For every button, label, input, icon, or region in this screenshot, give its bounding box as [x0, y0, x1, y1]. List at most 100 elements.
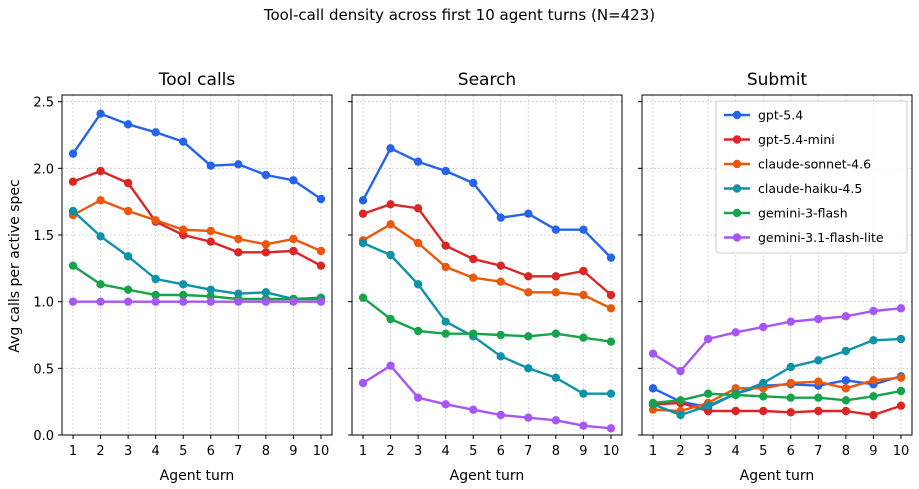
- data-point: [579, 225, 588, 234]
- data-point: [289, 297, 298, 306]
- data-point: [496, 410, 505, 420]
- data-point: [96, 109, 105, 118]
- data-point: [524, 364, 533, 373]
- data-point: [316, 297, 326, 306]
- data-point: [676, 396, 685, 405]
- data-point: [606, 253, 616, 262]
- x-tick-label: 6: [497, 444, 505, 459]
- data-point: [869, 376, 878, 385]
- legend-swatch-marker: [732, 135, 742, 144]
- data-point: [123, 297, 133, 306]
- figure-title: Tool-call density across first 10 agent …: [263, 6, 655, 24]
- data-point: [841, 396, 851, 405]
- data-point: [316, 246, 326, 256]
- data-point: [316, 194, 326, 204]
- data-point: [441, 317, 450, 326]
- data-point: [179, 137, 188, 146]
- x-tick-label: 4: [732, 444, 740, 459]
- data-point: [524, 209, 533, 218]
- x-tick-label: 10: [893, 444, 910, 459]
- series-line: [362, 241, 611, 395]
- data-point: [869, 306, 878, 316]
- y-tick-label: 0.5: [33, 362, 54, 377]
- data-point: [234, 297, 243, 306]
- legend-label: gemini-3.1-flash-lite: [758, 230, 884, 245]
- data-point: [358, 209, 368, 218]
- data-point: [151, 297, 160, 306]
- data-point: [68, 297, 78, 306]
- data-point: [896, 334, 906, 344]
- data-point: [413, 157, 423, 166]
- legend-box: [715, 100, 908, 254]
- data-point: [551, 272, 561, 281]
- x-tick-label: 8: [842, 444, 850, 459]
- x-tick-label: 2: [386, 444, 394, 459]
- data-point: [386, 361, 395, 370]
- plot-area-search: 1 2 3 4 5 6 7 8 9 10: [348, 94, 623, 459]
- data-point: [386, 144, 395, 153]
- data-point: [648, 398, 658, 408]
- data-point: [261, 240, 271, 249]
- data-point: [413, 280, 423, 289]
- data-point: [261, 288, 271, 297]
- data-point: [786, 408, 795, 417]
- data-point: [496, 330, 505, 340]
- data-point: [896, 386, 906, 396]
- data-point: [469, 178, 478, 188]
- data-point: [896, 304, 906, 313]
- series-line: [72, 169, 322, 267]
- data-point: [96, 280, 105, 289]
- data-point: [261, 170, 271, 180]
- x-tick-label: 1: [69, 444, 77, 459]
- series-line: [72, 112, 322, 200]
- data-point: [869, 392, 878, 401]
- data-point: [358, 196, 368, 205]
- x-axis-label: Agent turn: [740, 468, 815, 484]
- data-point: [441, 241, 450, 250]
- data-point: [731, 390, 740, 400]
- data-point: [579, 333, 588, 342]
- data-point: [703, 401, 713, 410]
- data-point: [814, 406, 823, 416]
- series-line: [362, 203, 612, 296]
- data-point: [896, 401, 906, 410]
- data-point: [524, 413, 533, 422]
- data-point: [413, 326, 423, 336]
- data-point: [703, 389, 713, 398]
- plot-frame: [351, 94, 623, 436]
- data-point: [386, 220, 395, 229]
- data-point: [606, 290, 616, 300]
- data-point: [814, 356, 823, 365]
- data-point: [469, 273, 478, 282]
- data-point: [759, 378, 768, 388]
- data-point: [496, 261, 505, 270]
- data-point: [441, 400, 450, 409]
- legend-swatch-marker: [732, 110, 742, 120]
- data-point: [261, 248, 271, 257]
- data-point: [786, 317, 795, 326]
- data-point: [123, 120, 133, 129]
- x-tick-label: 7: [814, 444, 822, 459]
- series-line: [362, 296, 612, 343]
- data-point: [289, 176, 298, 185]
- data-point: [358, 293, 368, 302]
- x-tick-label: 10: [603, 444, 620, 459]
- data-point: [648, 349, 658, 358]
- data-point: [551, 288, 561, 297]
- data-point: [123, 178, 133, 188]
- data-point: [731, 406, 740, 416]
- data-point: [606, 424, 616, 433]
- data-point: [759, 406, 768, 416]
- data-point: [524, 288, 533, 297]
- data-point: [206, 237, 215, 246]
- data-point: [551, 373, 561, 382]
- x-tick-label: 1: [359, 444, 367, 459]
- data-point: [179, 297, 188, 306]
- data-point: [68, 261, 78, 270]
- data-point: [551, 225, 561, 234]
- plot-frame: [641, 94, 913, 436]
- data-point: [234, 160, 243, 169]
- data-point: [316, 261, 326, 270]
- x-tick-label: 3: [414, 444, 422, 459]
- x-tick-label: 4: [152, 444, 160, 459]
